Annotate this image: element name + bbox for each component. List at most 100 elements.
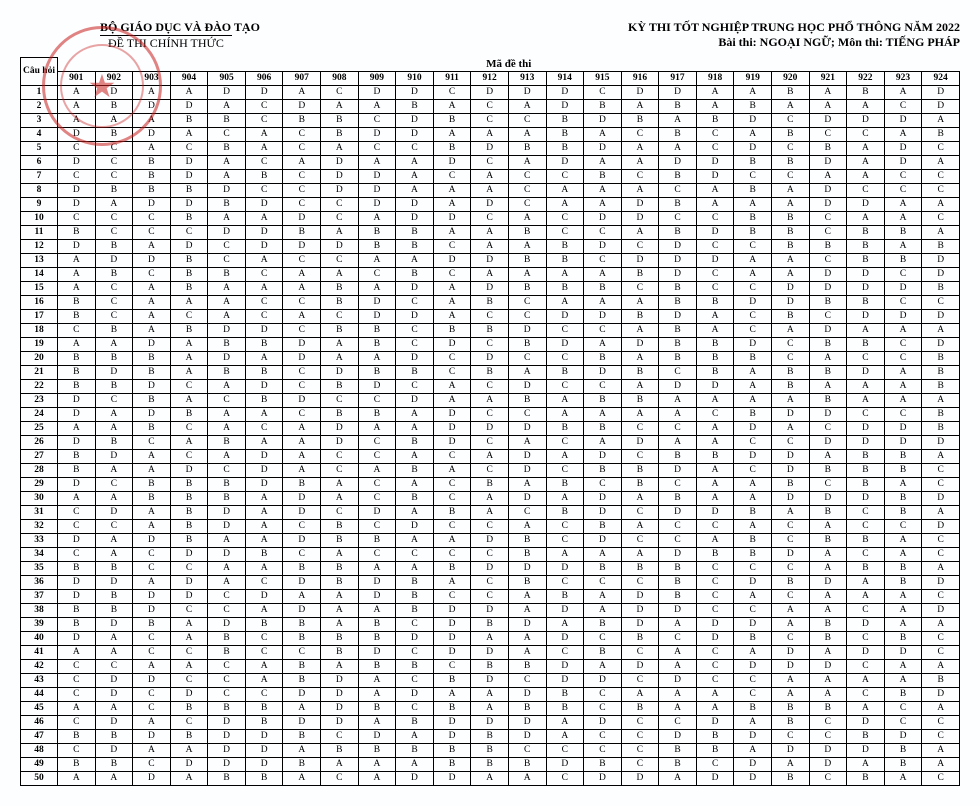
- answer-cell: D: [884, 729, 922, 743]
- answer-cell: B: [659, 281, 697, 295]
- answer-cell: C: [508, 295, 546, 309]
- answer-cell: A: [884, 85, 922, 99]
- answer-cell: B: [621, 631, 659, 645]
- answer-cell: C: [659, 477, 697, 491]
- answer-cell: D: [471, 421, 509, 435]
- answer-cell: C: [546, 575, 584, 589]
- answer-cell: C: [546, 211, 584, 225]
- answer-cell: A: [433, 183, 471, 197]
- answer-cell: B: [208, 645, 246, 659]
- answer-cell: A: [58, 645, 96, 659]
- exam-code-cell: 911: [433, 71, 471, 85]
- answer-cell: A: [809, 169, 847, 183]
- answer-cell: B: [471, 729, 509, 743]
- answer-cell: D: [170, 169, 208, 183]
- answer-cell: C: [696, 561, 734, 575]
- answer-cell: B: [321, 519, 359, 533]
- answer-cell: B: [734, 533, 772, 547]
- answer-cell: C: [696, 659, 734, 673]
- answer-cell: D: [659, 505, 697, 519]
- answer-cell: A: [809, 99, 847, 113]
- answer-cell: D: [283, 687, 321, 701]
- answer-cell: A: [133, 575, 171, 589]
- question-number-cell: 30: [21, 491, 58, 505]
- answer-cell: C: [546, 351, 584, 365]
- exam-codes-row: 9019029039049059069079089099109119129139…: [21, 71, 960, 85]
- answer-cell: B: [170, 113, 208, 127]
- answer-cell: C: [847, 505, 885, 519]
- answer-cell: A: [208, 379, 246, 393]
- answer-cell: B: [546, 365, 584, 379]
- answer-cell: B: [208, 337, 246, 351]
- answer-cell: A: [245, 533, 283, 547]
- answer-cell: D: [396, 309, 434, 323]
- answer-cell: B: [208, 141, 246, 155]
- answer-cell: D: [358, 309, 396, 323]
- answer-cell: D: [659, 673, 697, 687]
- exam-code-cell: 912: [471, 71, 509, 85]
- answer-cell: B: [659, 295, 697, 309]
- answer-cell: B: [95, 379, 133, 393]
- answer-cell: A: [922, 617, 960, 631]
- answer-cell: D: [659, 309, 697, 323]
- answer-cell: B: [58, 449, 96, 463]
- answer-cell: B: [884, 561, 922, 575]
- answer-cell: D: [546, 603, 584, 617]
- answer-cell: C: [321, 211, 359, 225]
- answer-cell: B: [321, 743, 359, 757]
- answer-cell: B: [396, 603, 434, 617]
- answer-cell: A: [771, 267, 809, 281]
- answer-cell: C: [133, 631, 171, 645]
- table-row: 45AACBBBADBCBABBCBAABBBACA: [21, 701, 960, 715]
- answer-cell: C: [396, 645, 434, 659]
- question-number-cell: 39: [21, 617, 58, 631]
- answer-cell: D: [922, 309, 960, 323]
- answer-cell: C: [283, 127, 321, 141]
- answer-cell: D: [621, 589, 659, 603]
- answer-cell: A: [546, 547, 584, 561]
- answer-cell: A: [396, 449, 434, 463]
- answer-cell: B: [58, 309, 96, 323]
- answer-cell: A: [358, 603, 396, 617]
- answer-cell: C: [433, 589, 471, 603]
- answer-cell: A: [922, 561, 960, 575]
- answer-cell: B: [734, 407, 772, 421]
- answer-cell: A: [771, 673, 809, 687]
- answer-cell: B: [396, 491, 434, 505]
- answer-cell: B: [358, 407, 396, 421]
- answer-cell: C: [922, 547, 960, 561]
- question-number-cell: 37: [21, 589, 58, 603]
- answer-cell: A: [884, 197, 922, 211]
- answer-cell: A: [696, 421, 734, 435]
- answer-cell: B: [508, 141, 546, 155]
- answer-cell: B: [659, 575, 697, 589]
- answer-cell: C: [621, 505, 659, 519]
- answer-cell: D: [809, 113, 847, 127]
- answer-cell: A: [884, 393, 922, 407]
- table-row: 14ABCBBCAACBCAAAABDCAADDCD: [21, 267, 960, 281]
- answer-cell: D: [58, 407, 96, 421]
- answer-cell: B: [433, 323, 471, 337]
- answer-cell: A: [922, 743, 960, 757]
- answer-cell: C: [396, 547, 434, 561]
- answer-cell: D: [58, 575, 96, 589]
- answer-cell: C: [508, 169, 546, 183]
- answer-cell: B: [95, 589, 133, 603]
- answer-cell: B: [584, 421, 622, 435]
- answer-cell: C: [922, 183, 960, 197]
- answer-cell: B: [546, 127, 584, 141]
- answer-cell: A: [922, 659, 960, 673]
- answer-cell: B: [659, 99, 697, 113]
- answer-cell: C: [433, 85, 471, 99]
- answer-cell: B: [396, 659, 434, 673]
- answer-cell: C: [471, 211, 509, 225]
- answer-cell: D: [922, 253, 960, 267]
- answer-cell: C: [508, 407, 546, 421]
- answer-cell: A: [922, 505, 960, 519]
- answer-cell: C: [133, 435, 171, 449]
- exam-code-cell: 921: [809, 71, 847, 85]
- question-number-cell: 42: [21, 659, 58, 673]
- answer-cell: B: [321, 407, 359, 421]
- answer-cell: C: [208, 687, 246, 701]
- answer-cell: A: [133, 449, 171, 463]
